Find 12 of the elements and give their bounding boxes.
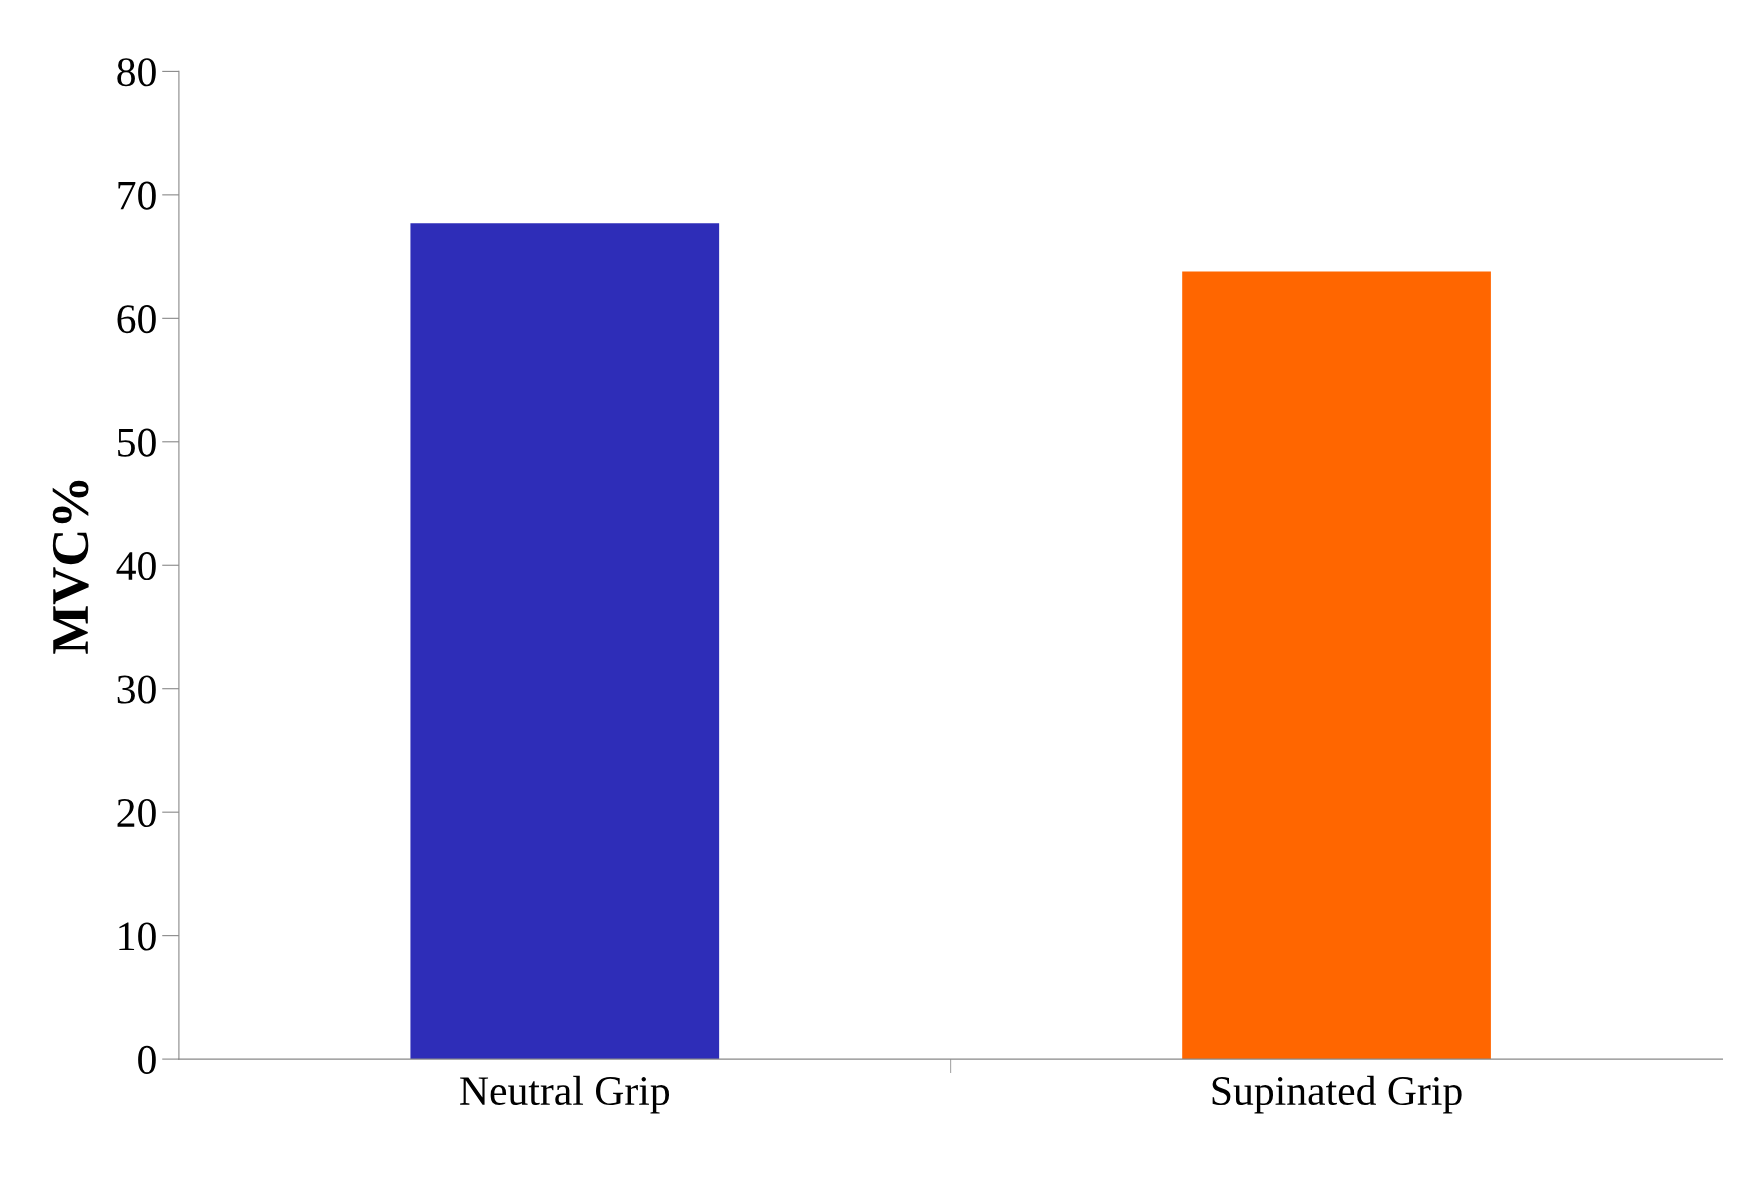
y-tick-label: 70	[118, 181, 156, 210]
y-tick-label: 0	[138, 1045, 156, 1074]
y-tick-label: 50	[118, 428, 156, 457]
x-tick-label: Supinated Grip	[1212, 1075, 1462, 1114]
y-tick-label: 30	[117, 675, 156, 704]
y-axis-title: MVC%	[52, 480, 89, 654]
y-tick-label: 40	[116, 552, 156, 581]
y-tick-label: 80	[117, 58, 156, 87]
y-tick-label: 60	[117, 305, 156, 334]
y-tick-label: 20	[117, 798, 156, 828]
y-tick-label: 10	[119, 922, 156, 951]
x-tick-label: Neutral Grip	[460, 1075, 670, 1114]
